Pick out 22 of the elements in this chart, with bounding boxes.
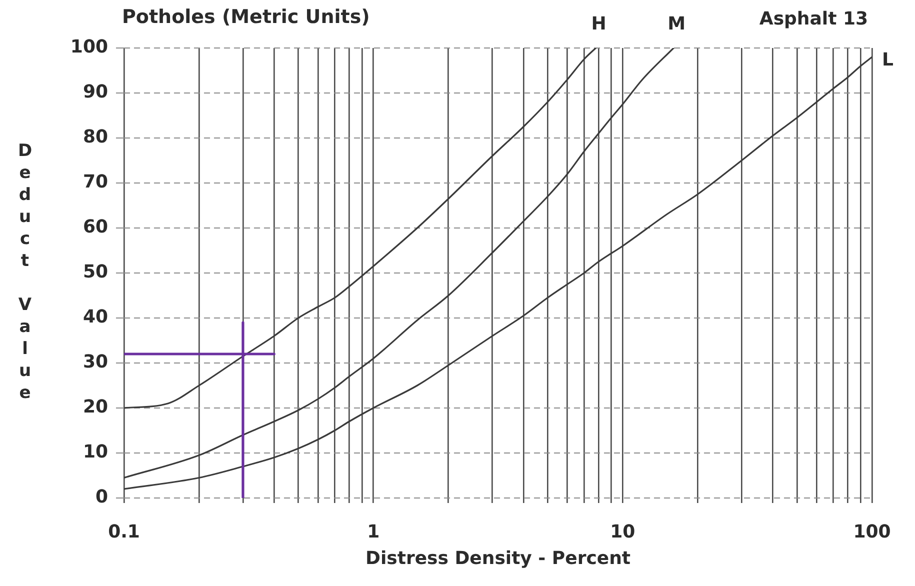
y-axis-title: Deduct Value (15, 141, 35, 405)
y-tick-label: 70 (82, 172, 108, 193)
series-label: H (591, 14, 606, 35)
x-tick-label: 0.1 (108, 521, 140, 542)
x-tick-label: 1 (367, 521, 380, 542)
y-tick-label: 60 (82, 216, 108, 238)
y-tick-label: 30 (82, 352, 108, 373)
y-tick-label: 90 (82, 82, 108, 103)
y-tick-label: 80 (82, 126, 108, 148)
text: Asphalt 13 (759, 8, 868, 30)
y-tick-label: 10 (82, 442, 108, 463)
chart-title: Potholes (Metric Units) (122, 6, 370, 28)
y-tick-label: 40 (82, 306, 108, 328)
y-tick-label: 20 (82, 396, 108, 418)
series-label: L (882, 50, 894, 71)
y-tick-label: 0 (95, 486, 108, 508)
x-axis-title: Distress Density - Percent (366, 548, 631, 569)
y-tick-label: 100 (70, 36, 108, 58)
y-tick-label: 50 (82, 262, 108, 283)
x-tick-label: 10 (610, 521, 636, 542)
x-tick-label: 100 (853, 521, 891, 542)
series-label: M (668, 14, 686, 35)
